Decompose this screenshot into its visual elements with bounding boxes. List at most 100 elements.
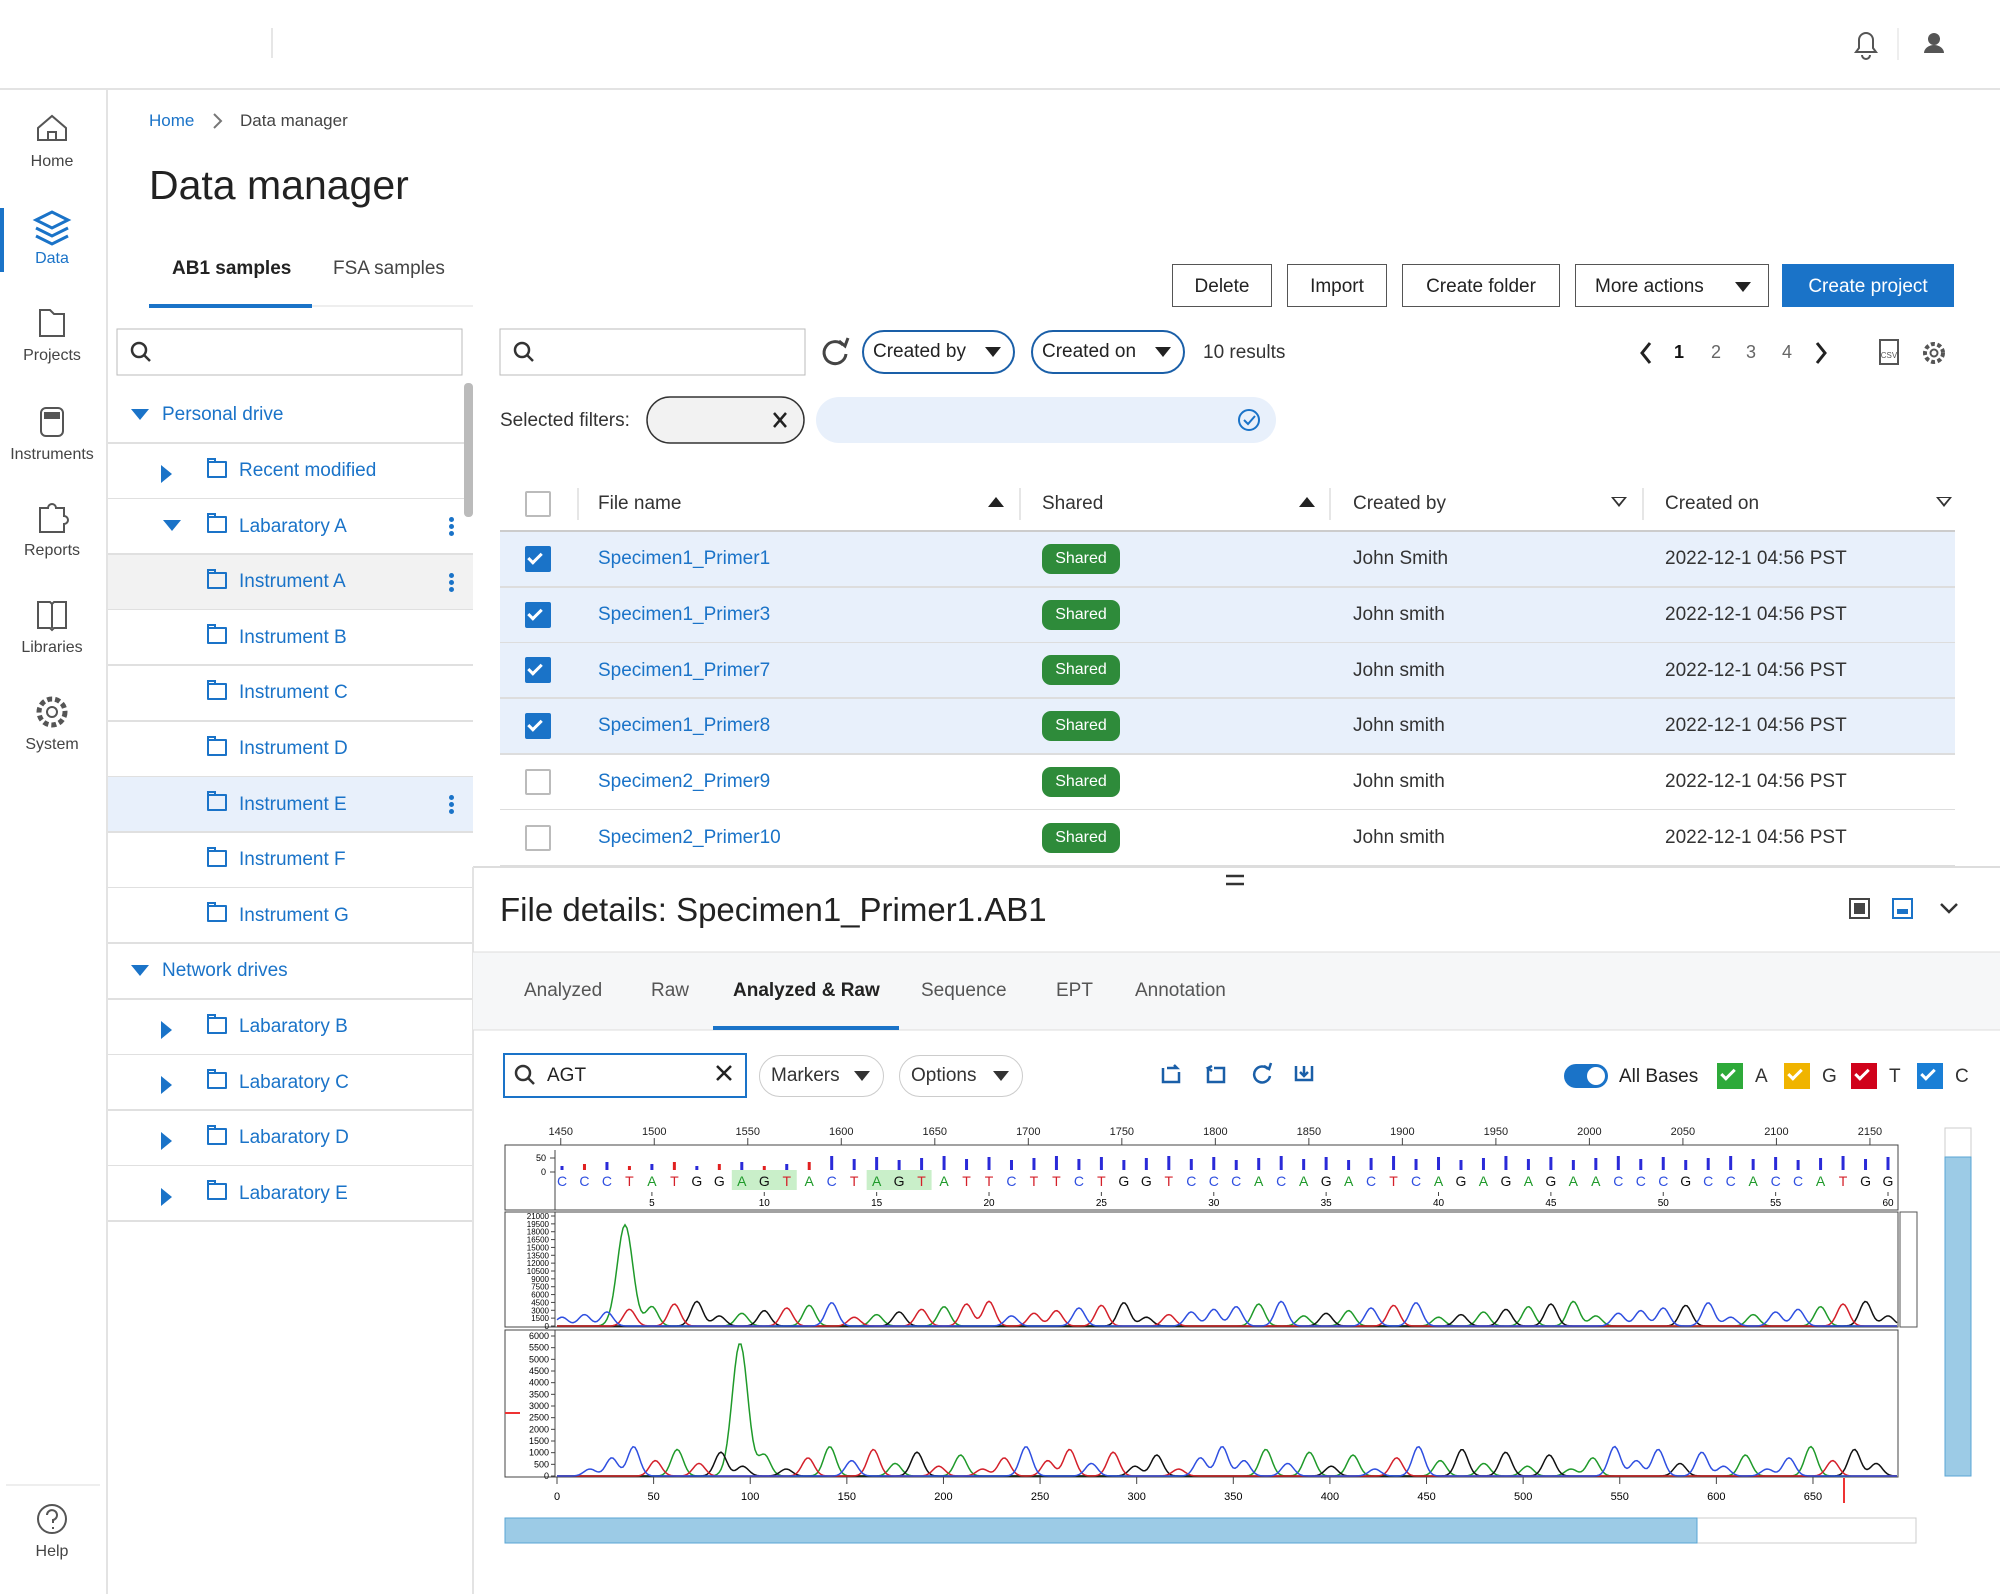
base-number: 30 xyxy=(1208,1198,1220,1209)
quality-bar xyxy=(1842,1156,1845,1170)
tree-scrollbar[interactable] xyxy=(464,383,473,517)
quality-bar xyxy=(1662,1157,1665,1170)
quality-bar xyxy=(875,1157,878,1170)
details-tab-underline xyxy=(713,1026,899,1030)
base-call: A xyxy=(1569,1173,1579,1189)
details-title: File details: Specimen1_Primer1.AB1 xyxy=(500,886,1047,934)
base-call: C xyxy=(1276,1173,1286,1189)
y-tick-label: 16500 xyxy=(527,1236,550,1245)
system-icon-core xyxy=(47,707,57,717)
header-separators xyxy=(578,488,1643,520)
quality-bar xyxy=(1864,1159,1867,1170)
header-bar xyxy=(0,0,2000,89)
base-call: T xyxy=(1052,1173,1061,1189)
base-call: C xyxy=(1074,1173,1084,1189)
quality-bar xyxy=(718,1164,721,1170)
page-arrows[interactable] xyxy=(1642,343,1825,363)
quality-bar xyxy=(1752,1159,1755,1170)
x2-tick-label: 400 xyxy=(1321,1491,1339,1503)
x2-tick-label: 500 xyxy=(1514,1491,1532,1503)
user-icon[interactable] xyxy=(1928,33,1940,45)
y-tick-label: 12000 xyxy=(527,1259,550,1268)
base-call: T xyxy=(985,1173,994,1189)
base-call: A xyxy=(1254,1173,1264,1189)
home-icon xyxy=(38,116,66,140)
base-call: C xyxy=(1366,1173,1376,1189)
y2-tick-label: 5500 xyxy=(529,1343,549,1353)
x-tick-label: 1950 xyxy=(1484,1126,1508,1138)
x-tick-label: 1550 xyxy=(736,1126,760,1138)
base-call: T xyxy=(1097,1173,1106,1189)
x2-tick-label: 100 xyxy=(741,1491,759,1503)
base-call: G xyxy=(1680,1173,1691,1189)
x-tick-label: 1650 xyxy=(923,1126,947,1138)
trace-tool-strip[interactable] xyxy=(1900,1212,1917,1327)
breadcrumb-separator xyxy=(214,114,221,128)
details-tab[interactable]: Sequence xyxy=(921,977,1007,1004)
base-call: T xyxy=(670,1173,679,1189)
sample-search-box[interactable] xyxy=(500,329,805,375)
details-tab[interactable]: Analyzed xyxy=(524,977,602,1004)
x-tick-label: 1900 xyxy=(1390,1126,1414,1138)
quality-bar xyxy=(1010,1160,1013,1170)
y2-tick-label: 0 xyxy=(544,1471,549,1481)
quality-bar xyxy=(1594,1158,1597,1170)
base-call: T xyxy=(1030,1173,1039,1189)
base-call: A xyxy=(1524,1173,1534,1189)
base-call: G xyxy=(759,1173,770,1189)
quality-bar xyxy=(1055,1156,1058,1170)
details-tab[interactable]: Annotation xyxy=(1135,977,1226,1004)
base-number: 5 xyxy=(649,1198,655,1209)
quality-bar xyxy=(785,1164,788,1170)
dropdown-arrow xyxy=(854,1071,870,1081)
vertical-scroll-thumb[interactable] xyxy=(1945,1157,1971,1476)
details-tab[interactable]: Analyzed & Raw xyxy=(733,977,880,1004)
quality-bar xyxy=(1032,1158,1035,1170)
y-tick-label: 19500 xyxy=(527,1220,550,1229)
x2-tick-label: 650 xyxy=(1804,1491,1822,1503)
x2-tick-label: 550 xyxy=(1611,1491,1629,1503)
details-tab[interactable]: EPT xyxy=(1056,977,1093,1004)
quality-bar xyxy=(1639,1159,1642,1170)
trace-search-box[interactable] xyxy=(504,1054,746,1097)
quality-bar xyxy=(1729,1156,1732,1170)
dropdown-arrow xyxy=(993,1071,1009,1081)
quality-bar xyxy=(1347,1160,1350,1170)
base-call: A xyxy=(805,1173,815,1189)
base-call: G xyxy=(1321,1173,1332,1189)
y2-tick-label: 6000 xyxy=(529,1331,549,1341)
refresh-icon-arrow xyxy=(839,338,848,346)
base-call: G xyxy=(1500,1173,1511,1189)
quality-bar xyxy=(1190,1159,1193,1170)
x2-tick-label: 300 xyxy=(1128,1491,1146,1503)
quality-bar xyxy=(740,1162,743,1170)
base-number: 50 xyxy=(1658,1198,1670,1209)
tree-search-box[interactable] xyxy=(117,329,462,375)
csv-icon[interactable] xyxy=(1880,340,1898,364)
base-call: A xyxy=(1816,1173,1826,1189)
toggle-knob xyxy=(1587,1067,1605,1085)
instruments-icon-screen xyxy=(44,412,60,419)
y-tick-label: 21000 xyxy=(527,1212,550,1221)
x-tick-label: 1850 xyxy=(1297,1126,1321,1138)
quality-bar xyxy=(1100,1157,1103,1170)
y-tick-label: 7500 xyxy=(531,1283,549,1292)
all-bases-label: All Bases xyxy=(1619,1063,1698,1090)
quality-bar xyxy=(853,1159,856,1170)
y2-tick-label: 500 xyxy=(534,1459,549,1469)
base-call: C xyxy=(1726,1173,1736,1189)
filter-chip[interactable] xyxy=(816,397,1276,443)
base-call: A xyxy=(872,1173,882,1189)
y2-tick-label: 1500 xyxy=(529,1436,549,1446)
base-call: A xyxy=(1591,1173,1601,1189)
horizontal-scroll-thumb[interactable] xyxy=(505,1518,1697,1543)
quality-bar xyxy=(1482,1158,1485,1170)
base-call: T xyxy=(1165,1173,1174,1189)
y2-tick-label: 1000 xyxy=(529,1448,549,1458)
base-call: G xyxy=(1883,1173,1894,1189)
quality-bar xyxy=(1212,1157,1215,1170)
details-tab[interactable]: Raw xyxy=(651,977,689,1004)
settings-icon[interactable] xyxy=(1925,344,1943,362)
y2-tick-label: 5000 xyxy=(529,1354,549,1364)
quality-bar xyxy=(1280,1156,1283,1170)
